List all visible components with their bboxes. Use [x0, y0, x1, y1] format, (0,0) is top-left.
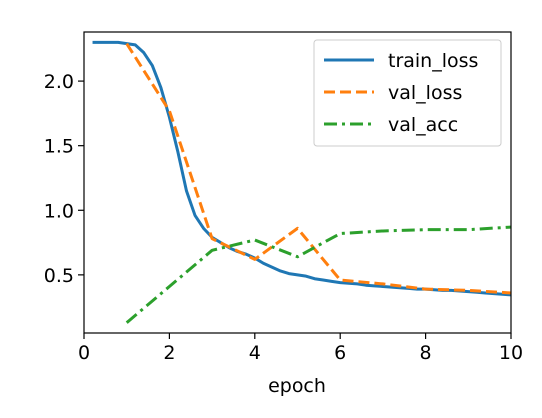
legend: train_loss val_loss val_acc — [313, 39, 502, 147]
x-tick-label: 4 — [249, 342, 261, 364]
x-tick-label: 0 — [78, 342, 90, 364]
x-axis: 0 2 4 6 8 10 — [78, 333, 523, 364]
legend-box — [313, 39, 502, 147]
legend-label: val_acc — [388, 114, 458, 136]
x-tick-label: 10 — [499, 342, 523, 364]
legend-label: val_loss — [388, 82, 462, 104]
series-line-val-loss — [125, 42, 512, 295]
x-tick-label: 8 — [420, 342, 432, 364]
x-tick-label: 6 — [334, 342, 346, 364]
legend-label: train_loss — [388, 50, 478, 72]
y-tick-label: 1.5 — [44, 136, 74, 158]
series-layer — [92, 40, 512, 324]
y-tick-label: 2.0 — [44, 71, 74, 93]
y-tick-label: 1.0 — [44, 200, 74, 222]
x-tick-label: 2 — [163, 342, 175, 364]
y-tick-label: 0.5 — [44, 265, 74, 287]
series-line-val-acc — [125, 225, 512, 324]
plot-frame — [83, 31, 512, 334]
x-axis-label: epoch — [268, 375, 326, 397]
y-axis: 0.5 1.0 1.5 2.0 — [44, 71, 84, 287]
